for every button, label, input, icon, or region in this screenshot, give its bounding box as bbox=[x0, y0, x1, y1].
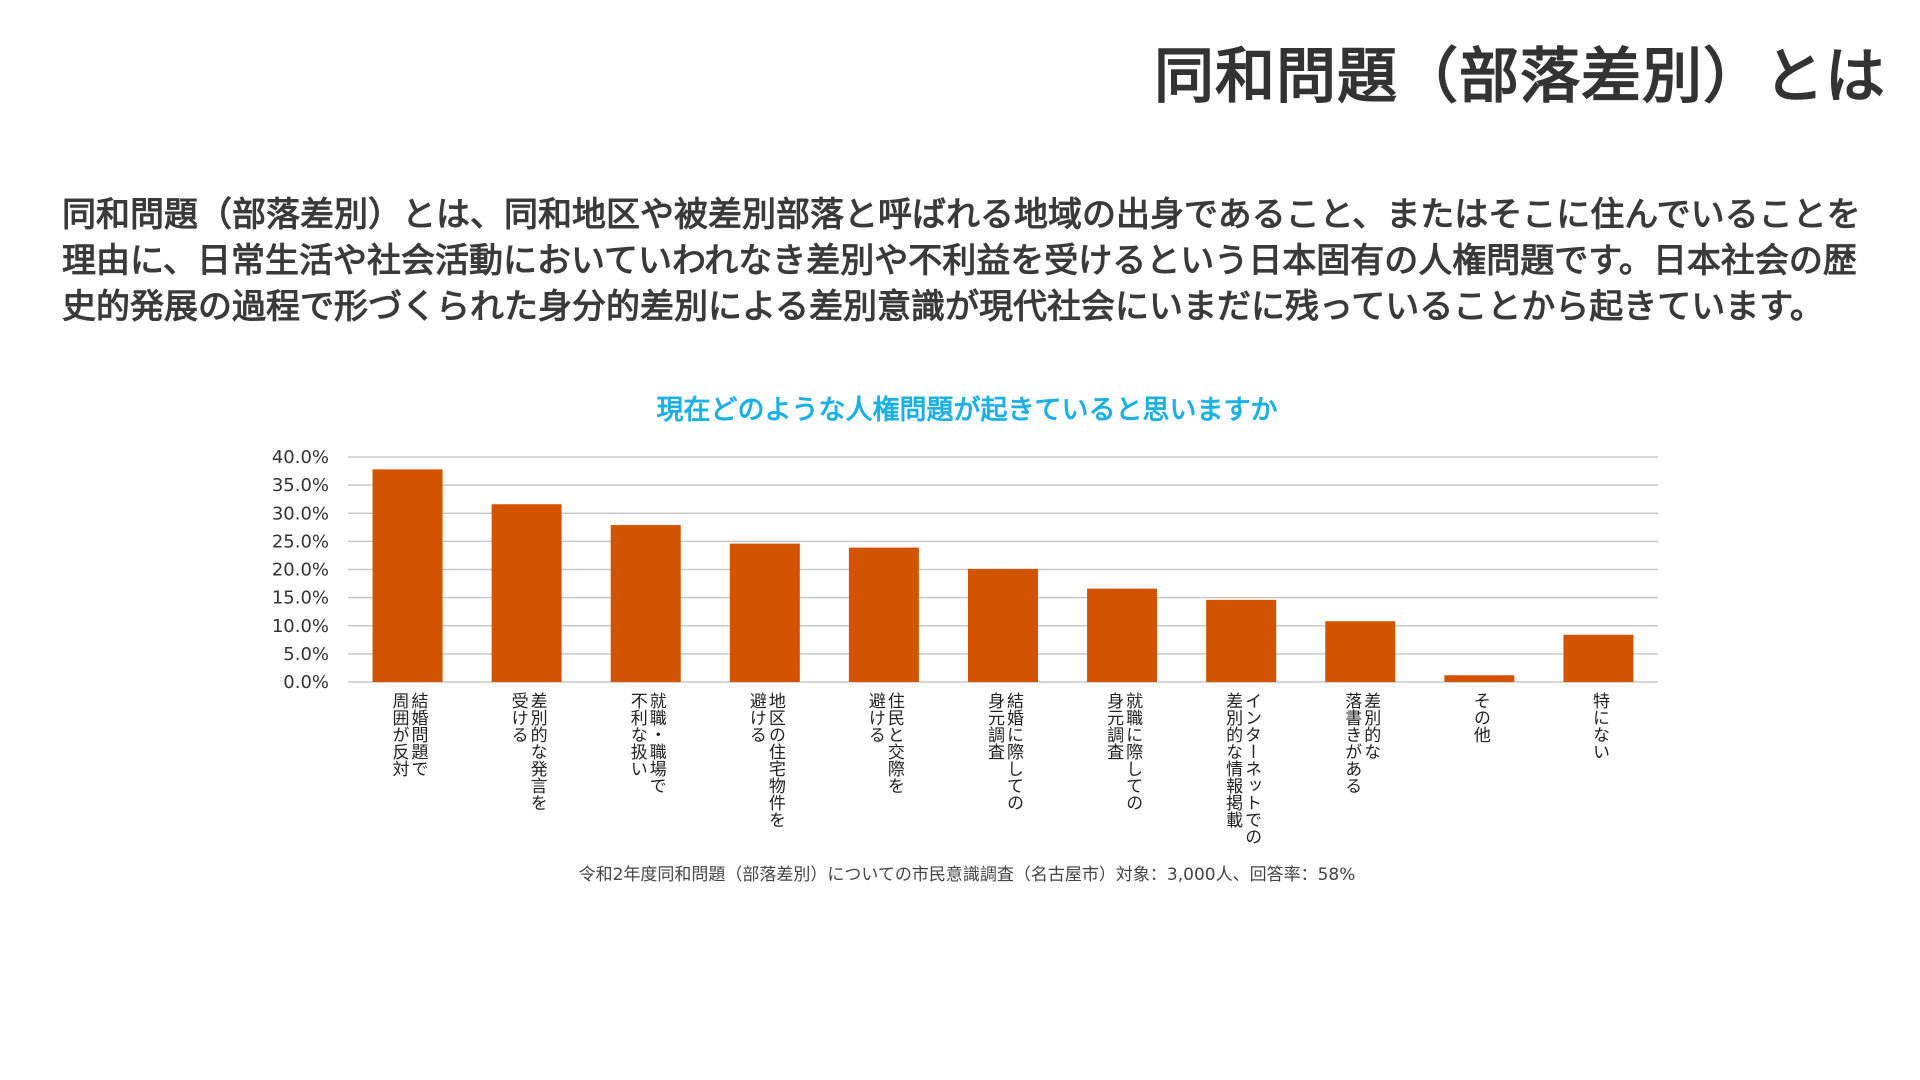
bar bbox=[848, 547, 919, 682]
y-tick-label: 0.0% bbox=[283, 672, 329, 693]
y-tick-label: 40.0% bbox=[272, 447, 329, 468]
y-tick-label: 25.0% bbox=[272, 531, 329, 552]
bar bbox=[491, 504, 562, 682]
x-tick-label: 就職に際しての 身元調査 bbox=[1103, 692, 1143, 811]
bar bbox=[1444, 675, 1515, 682]
page-title: 同和問題（部落差別）とは bbox=[1154, 42, 1886, 112]
bar bbox=[968, 568, 1038, 682]
bar bbox=[1563, 634, 1634, 682]
y-tick-label: 15.0% bbox=[272, 588, 329, 609]
x-tick-label: 結婚に際しての 身元調査 bbox=[984, 692, 1023, 811]
y-tick-label: 30.0% bbox=[272, 503, 329, 524]
bar bbox=[372, 469, 443, 682]
bar bbox=[1087, 588, 1158, 682]
y-tick-label: 5.0% bbox=[283, 644, 329, 665]
y-tick-label: 20.0% bbox=[272, 560, 329, 581]
description-text: 同和問題（部落差別）とは、同和地区や被差別部落と呼ばれる地域の出身であること、ま… bbox=[62, 195, 1861, 327]
chart-caption: 令和2年度同和問題（部落差別）についての市民意識調査（名古屋市）対象：3,000… bbox=[578, 865, 1356, 885]
chart-title: 現在どのような人権問題が起きていると思いますか bbox=[656, 395, 1278, 426]
bar bbox=[1206, 599, 1277, 682]
x-tick-label: 差別的な発言を 受ける bbox=[507, 692, 547, 811]
x-tick-label: 特にない bbox=[1588, 692, 1609, 760]
bar bbox=[729, 543, 800, 682]
x-tick-label: インターネットでの 差別的な情報掲載 bbox=[1222, 692, 1262, 845]
x-tick-label: 差別的な 落書きがある bbox=[1341, 692, 1381, 794]
x-tick-label: 住民と交際を 避ける bbox=[864, 692, 904, 794]
x-tick-label: その他 bbox=[1469, 692, 1490, 743]
y-tick-label: 35.0% bbox=[272, 475, 329, 496]
y-tick-label: 10.0% bbox=[272, 616, 329, 637]
x-tick-label: 結婚問題で 周囲が反対 bbox=[388, 692, 428, 777]
x-tick-label: 就職・職場で 不利な扱い bbox=[626, 692, 666, 794]
x-tick-label: 地区の住宅物件を 避ける bbox=[745, 692, 785, 828]
bar bbox=[1325, 621, 1396, 682]
bar bbox=[610, 525, 681, 682]
